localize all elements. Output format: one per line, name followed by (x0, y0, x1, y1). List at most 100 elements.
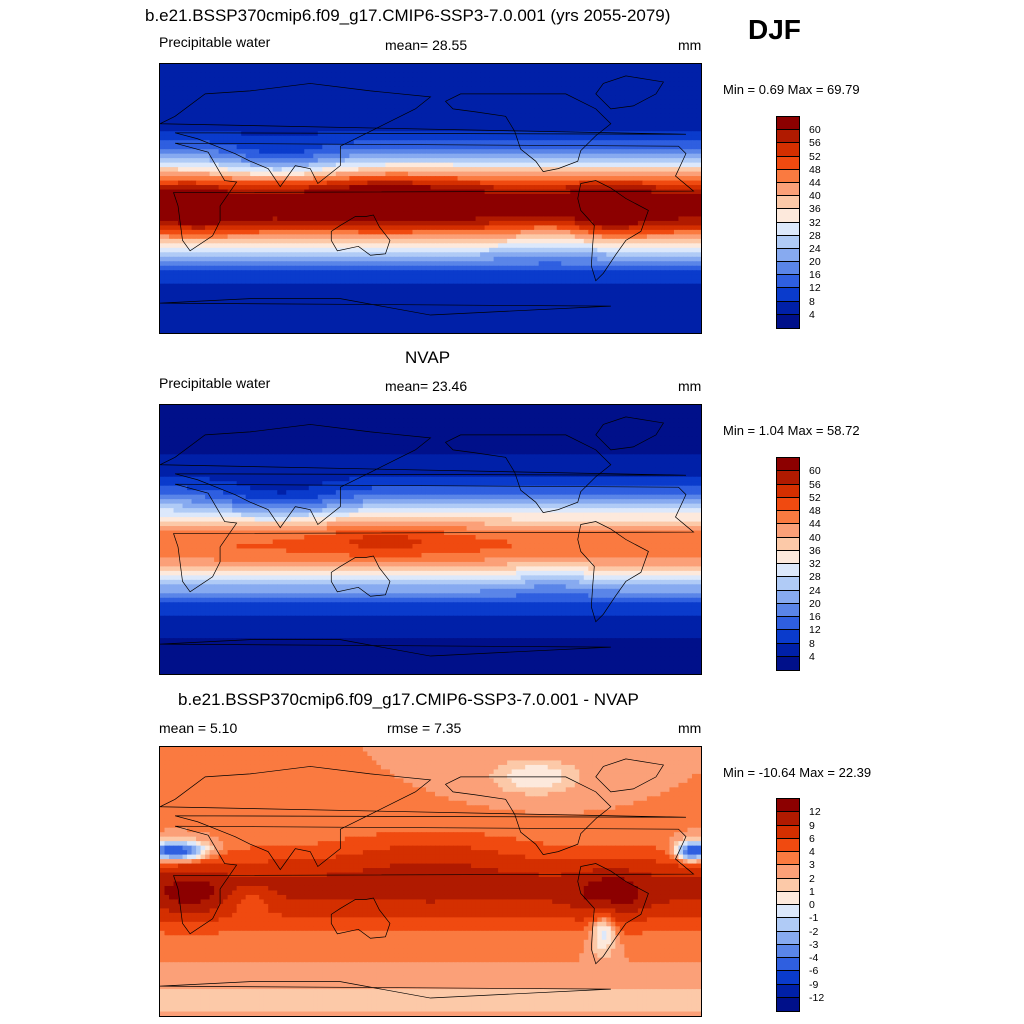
colorbar-tick-label: 44 (809, 518, 821, 530)
colorbar-tick-label: 2 (809, 873, 815, 885)
colorbar-tick-label: 48 (809, 505, 821, 517)
coastline (160, 424, 686, 529)
panel-3-minmax: Min = -10.64 Max = 22.39 (723, 765, 871, 780)
colorbar-swatch (777, 865, 799, 879)
colorbar-swatch (777, 262, 799, 276)
colorbar-tick-label: 24 (809, 585, 821, 597)
colorbar-swatch (777, 838, 799, 852)
colorbar-swatch (777, 944, 799, 958)
coastline (330, 555, 391, 597)
colorbar-tick-label: -2 (809, 926, 818, 938)
panel-2-map (159, 404, 702, 675)
colorbar-swatch (777, 156, 799, 170)
colorbar-swatch (777, 564, 799, 578)
colorbar-swatch (777, 222, 799, 236)
colorbar-swatch (777, 931, 799, 945)
colorbar-tick-label: 44 (809, 177, 821, 189)
colorbar-tick-label: -4 (809, 952, 818, 964)
panel-1-minmax: Min = 0.69 Max = 69.79 (723, 82, 860, 97)
colorbar-swatch (777, 484, 799, 498)
panel-2-variable-label: Precipitable water (159, 375, 270, 391)
colorbar-tick-label: 8 (809, 638, 815, 650)
colorbar-swatch (777, 891, 799, 905)
coastline (330, 897, 391, 939)
colorbar-tick-label: 40 (809, 532, 821, 544)
coastline (444, 776, 612, 855)
coastline (595, 416, 665, 451)
colorbar-swatch (777, 852, 799, 866)
coastline (595, 75, 665, 110)
colorbar-swatch (777, 235, 799, 249)
colorbar-swatch (777, 314, 799, 328)
season-label: DJF (748, 14, 801, 46)
colorbar-swatch (777, 471, 799, 485)
panel-1-units: mm (678, 37, 701, 53)
colorbar-tick-label: 8 (809, 296, 815, 308)
colorbar-swatch (777, 524, 799, 538)
colorbar-swatch (777, 182, 799, 197)
colorbar-tick-label: -12 (809, 992, 824, 1004)
coastline (173, 142, 695, 252)
colorbar-tick-label: 16 (809, 269, 821, 281)
colorbar-tick-label: -1 (809, 912, 818, 924)
colorbar-tick-label: 0 (809, 899, 815, 911)
colorbar-tick-label: 4 (809, 846, 815, 858)
coastline (577, 863, 649, 965)
panel-3-mean-label: mean = 5.10 (159, 720, 237, 736)
colorbar-swatch (777, 143, 799, 157)
colorbar-swatch (777, 511, 799, 525)
colorbar-tick-label: 60 (809, 124, 821, 136)
colorbar-swatch (777, 248, 799, 263)
colorbar-swatch (777, 196, 799, 210)
colorbar-tick-label: 12 (809, 282, 821, 294)
panel-2-units: mm (678, 378, 701, 394)
colorbar-tick-label: 32 (809, 217, 821, 229)
colorbar-tick-label: 56 (809, 479, 821, 491)
colorbar-swatch (777, 288, 799, 302)
panel-3-rmse-label: rmse = 7.35 (387, 720, 461, 736)
map-field (160, 747, 701, 1016)
colorbar-tick-label: -3 (809, 939, 818, 951)
colorbar-swatch (777, 275, 799, 289)
panel-1-colorbar (776, 116, 800, 329)
panel-1-variable-label: Precipitable water (159, 34, 270, 50)
coastline (160, 639, 611, 657)
colorbar-swatch (777, 617, 799, 631)
colorbar-tick-label: 12 (809, 806, 821, 818)
coastline (160, 83, 686, 188)
colorbar-swatch (777, 656, 799, 670)
colorbar-tick-label: 28 (809, 571, 821, 583)
colorbar-tick-label: 60 (809, 465, 821, 477)
colorbar-tick-label: 6 (809, 833, 815, 845)
colorbar-tick-label: 24 (809, 243, 821, 255)
colorbar-swatch (777, 209, 799, 223)
colorbar-swatch (777, 603, 799, 617)
colorbar-swatch (777, 958, 799, 972)
colorbar-swatch (777, 918, 799, 932)
colorbar-tick-label: 48 (809, 164, 821, 176)
colorbar-tick-label: 36 (809, 545, 821, 557)
colorbar-swatch (777, 997, 799, 1011)
colorbar-swatch (777, 458, 799, 472)
colorbar-swatch (777, 169, 799, 183)
colorbar-swatch (777, 878, 799, 892)
colorbar-swatch (777, 971, 799, 985)
coastline (577, 521, 649, 623)
coastline (173, 483, 695, 593)
coastline (160, 981, 611, 999)
coastline (444, 434, 612, 513)
panel-3-title: b.e21.BSSP370cmip6.f09_g17.CMIP6-SSP3-7.… (178, 690, 639, 710)
colorbar-tick-label: 52 (809, 492, 821, 504)
panel-3-units: mm (678, 720, 701, 736)
coastline (595, 758, 665, 793)
colorbar-tick-label: -6 (809, 965, 818, 977)
coastline (330, 214, 391, 256)
colorbar-swatch (777, 799, 799, 813)
colorbar-tick-label: 9 (809, 820, 815, 832)
colorbar-swatch (777, 630, 799, 644)
panel-1-title: b.e21.BSSP370cmip6.f09_g17.CMIP6-SSP3-7.… (145, 6, 670, 26)
colorbar-swatch (777, 590, 799, 604)
colorbar-tick-label: 16 (809, 611, 821, 623)
panel-2-minmax: Min = 1.04 Max = 58.72 (723, 423, 860, 438)
coastline (160, 766, 686, 871)
